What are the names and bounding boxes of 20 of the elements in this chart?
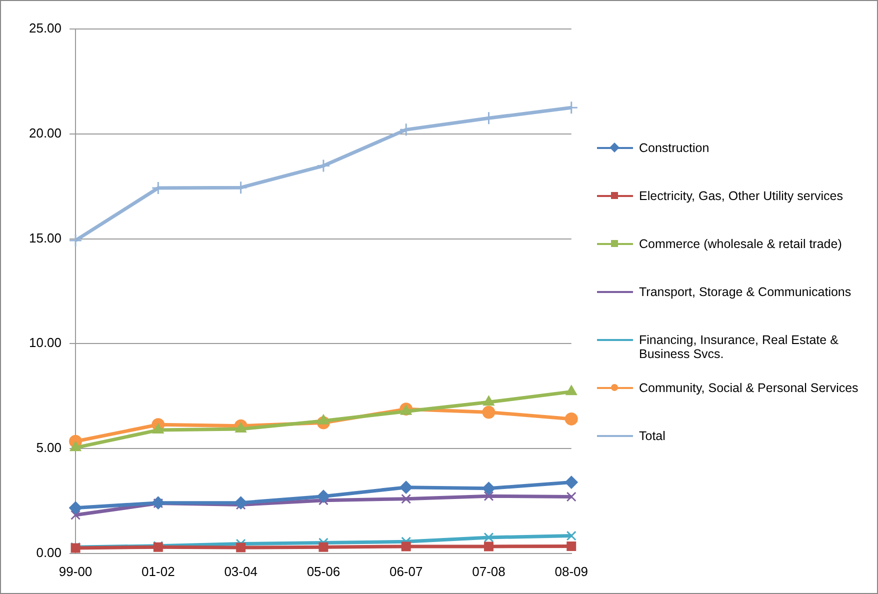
legend-label: Total — [639, 429, 666, 443]
x-tick-label: 07-08 — [472, 564, 506, 579]
y-tick-label: 10.00 — [28, 335, 62, 350]
y-tick-label: 0.00 — [36, 544, 62, 560]
y-tick-label: 5.00 — [36, 440, 62, 456]
legend-label: Financing, Insurance, Real Estate & Business Svcs. — [639, 333, 840, 361]
legend-label: Community, Social & Personal Services — [639, 381, 858, 395]
x-tick-label: 08-09 — [554, 564, 588, 579]
x-tick-label: 99-00 — [58, 564, 92, 579]
legend-label: Commerce (wholesale & retail trade) — [639, 237, 842, 251]
legend-label: Electricity, Gas, Other Utility services — [639, 189, 843, 203]
x-tick-label: 03-04 — [224, 564, 258, 579]
legend-label: Transport, Storage & Communications — [639, 285, 852, 299]
y-tick-label: 20.00 — [28, 125, 62, 140]
y-tick-label: 15.00 — [28, 230, 62, 246]
y-tick-label: 25.00 — [28, 20, 62, 36]
x-tick-label: 06-07 — [389, 564, 423, 579]
legend-label: Construction — [639, 141, 710, 155]
x-tick-label: 01-02 — [142, 564, 175, 579]
x-tick-label: 05-06 — [306, 564, 340, 579]
